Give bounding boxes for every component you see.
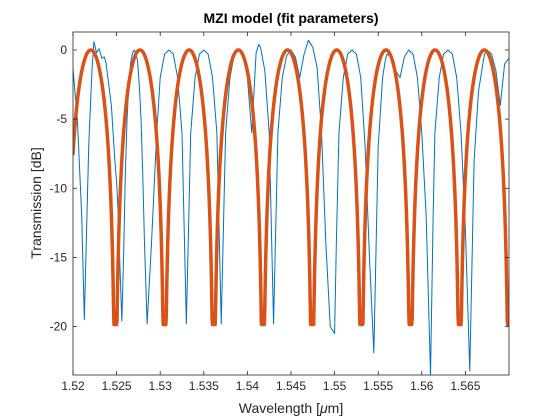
x-tick-label: 1.55 [323, 379, 347, 393]
x-tick-label: 1.53 [149, 379, 173, 393]
y-tick-label: -5 [56, 112, 67, 126]
x-tick-label: 1.555 [363, 379, 393, 393]
x-axis-label-prefix: Wavelength [ [239, 400, 320, 416]
x-tick-label: 1.525 [102, 379, 132, 393]
x-tick-label: 1.535 [189, 379, 219, 393]
x-axis-label-suffix: m] [328, 400, 344, 416]
y-axis-label: Transmission [dB] [28, 147, 44, 259]
x-axis-label: Wavelength [μm] [239, 400, 343, 416]
chart-title: MZI model (fit parameters) [203, 10, 378, 26]
tick-layer: 1.52 1.525 1.53 1.535 1.54 1.545 1.55 1.555 1.56… [50, 32, 509, 393]
x-tick-label: 1.52 [61, 379, 85, 393]
x-axis-label-mu: μ [319, 400, 328, 416]
x-tick-label: 1.565 [450, 379, 480, 393]
y-tick-label: 0 [60, 43, 67, 57]
x-tick-label: 1.545 [276, 379, 306, 393]
series-line-fit [73, 48, 509, 327]
plot-area [73, 32, 509, 375]
x-tick-label: 1.54 [236, 379, 260, 393]
y-tick-label: -20 [50, 320, 68, 334]
series-layer [73, 39, 509, 375]
y-tick-label: -15 [50, 250, 68, 264]
x-tick-label: 1.56 [410, 379, 434, 393]
y-tick-label: -10 [50, 181, 68, 195]
